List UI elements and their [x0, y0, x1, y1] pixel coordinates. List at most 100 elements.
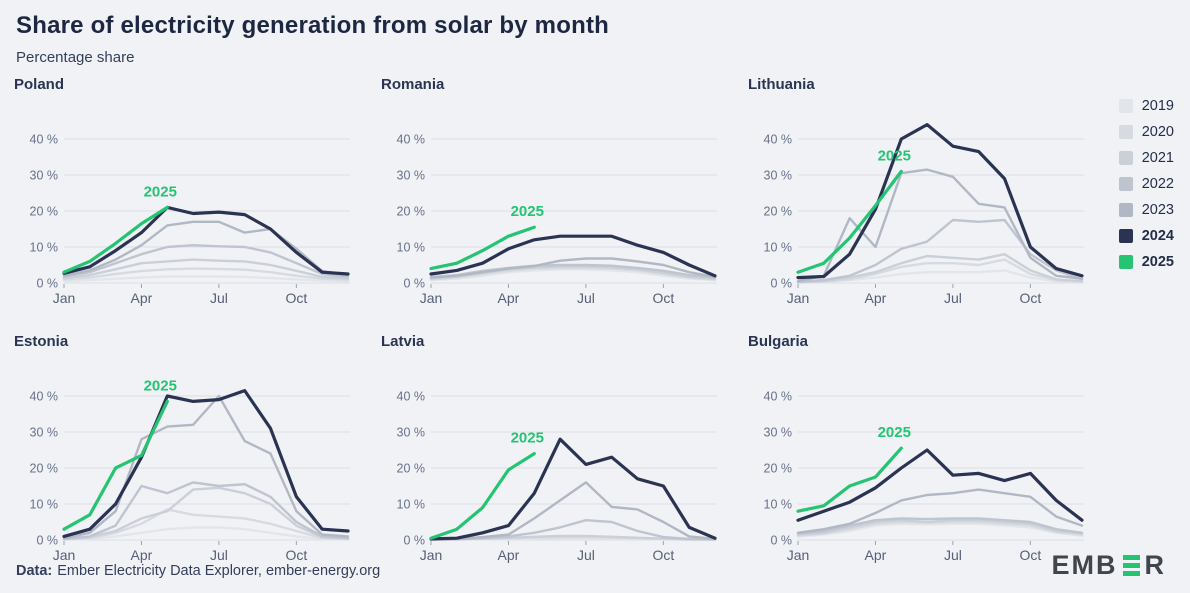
charts-grid: Poland 0 % 10 % 20 % 30 % 40 % Jan Apr Jul Oct 20… — [14, 72, 1088, 570]
svg-text:40 %: 40 % — [764, 390, 793, 404]
svg-text:10 %: 10 % — [30, 241, 59, 255]
legend-swatch-2023 — [1118, 203, 1133, 217]
svg-text:Jul: Jul — [577, 290, 595, 306]
line-chart-estonia: 0 % 10 % 20 % 30 % 40 % Jan Apr Jul Oct 2025 — [30, 377, 350, 563]
svg-text:0 %: 0 % — [36, 277, 58, 291]
ember-logo-text-left: EMB — [1051, 550, 1118, 580]
chart-poland: Poland 0 % 10 % 20 % 30 % 40 % Jan Apr Jul Oct 20… — [14, 72, 354, 313]
svg-text:20 %: 20 % — [30, 462, 59, 476]
legend-label-2025: 2025 — [1141, 254, 1174, 270]
svg-text:Jan: Jan — [420, 547, 443, 563]
legend-label-2022: 2022 — [1141, 176, 1174, 192]
legend-label-2024: 2024 — [1141, 228, 1174, 244]
svg-text:Jul: Jul — [210, 547, 228, 563]
legend-label-2019: 2019 — [1141, 98, 1174, 114]
legend-label-2023: 2023 — [1141, 202, 1174, 218]
svg-text:2025: 2025 — [878, 424, 911, 441]
svg-text:Apr: Apr — [865, 290, 887, 306]
svg-text:40 %: 40 % — [30, 133, 59, 147]
footer-source: Data: Ember Electricity Data Explorer, e… — [16, 563, 380, 579]
svg-text:30 %: 30 % — [397, 169, 426, 183]
legend-swatch-2021 — [1118, 151, 1133, 165]
legend-swatch-2024 — [1118, 229, 1133, 243]
svg-text:Apr: Apr — [865, 547, 887, 563]
svg-text:2025: 2025 — [144, 183, 177, 200]
svg-text:40 %: 40 % — [397, 390, 426, 404]
chart-bulgaria: Bulgaria 0 % 10 % 20 % 30 % 40 % Jan Apr Jul Oct… — [748, 329, 1088, 570]
legend-item-2024: 2024 — [1118, 228, 1174, 244]
svg-text:Apr: Apr — [498, 290, 520, 306]
svg-text:10 %: 10 % — [397, 498, 426, 512]
svg-text:10 %: 10 % — [764, 498, 793, 512]
chart-estonia: Estonia 0 % 10 % 20 % 30 % 40 % Jan Apr Jul Oct 2… — [14, 329, 354, 570]
ember-logo-e-bars-icon — [1122, 555, 1140, 576]
footer-source-text: Ember Electricity Data Explorer, ember-e… — [57, 563, 381, 579]
svg-text:Jul: Jul — [944, 290, 962, 306]
svg-text:30 %: 30 % — [764, 169, 793, 183]
ember-logo: EMB R — [1052, 550, 1167, 581]
line-chart-latvia: 0 % 10 % 20 % 30 % 40 % Jan Apr Jul Oct 2025 — [397, 390, 717, 563]
legend-label-2020: 2020 — [1141, 124, 1174, 140]
svg-text:30 %: 30 % — [397, 426, 426, 440]
page-subtitle: Percentage share — [16, 49, 135, 66]
svg-text:0 %: 0 % — [403, 277, 425, 291]
svg-text:Jan: Jan — [53, 290, 76, 306]
svg-text:40 %: 40 % — [764, 133, 793, 147]
legend-item-2019: 2019 — [1118, 98, 1174, 114]
legend-swatch-2022 — [1118, 177, 1133, 191]
legend-item-2022: 2022 — [1118, 176, 1174, 192]
svg-text:2025: 2025 — [144, 377, 177, 394]
svg-text:40 %: 40 % — [397, 133, 426, 147]
chart-title-estonia: Estonia — [14, 333, 69, 350]
svg-text:2025: 2025 — [878, 147, 911, 164]
svg-text:20 %: 20 % — [30, 205, 59, 219]
chart-lithuania: Lithuania 0 % 10 % 20 % 30 % 40 % Jan Apr Jul Oc… — [748, 72, 1088, 313]
svg-text:2025: 2025 — [511, 203, 544, 220]
svg-text:0 %: 0 % — [36, 534, 58, 548]
line-chart-poland: 0 % 10 % 20 % 30 % 40 % Jan Apr Jul Oct 2025 — [30, 133, 350, 306]
svg-text:Apr: Apr — [131, 547, 153, 563]
chart-romania: Romania 0 % 10 % 20 % 30 % 40 % Jan Apr Jul Oct 2… — [381, 72, 721, 313]
footer-data-label: Data: — [16, 563, 53, 579]
legend-swatch-2025 — [1118, 255, 1133, 269]
svg-text:Oct: Oct — [285, 547, 307, 563]
svg-text:Jan: Jan — [787, 547, 810, 563]
svg-text:20 %: 20 % — [764, 462, 793, 476]
legend-label-2021: 2021 — [1141, 150, 1174, 166]
svg-text:Oct: Oct — [285, 290, 307, 306]
svg-text:Oct: Oct — [652, 547, 674, 563]
legend-item-2025: 2025 — [1118, 254, 1174, 270]
header: Share of electricity generation from sol… — [0, 0, 1190, 66]
svg-text:10 %: 10 % — [30, 498, 59, 512]
svg-text:40 %: 40 % — [30, 390, 59, 404]
chart-title-lithuania: Lithuania — [748, 76, 815, 93]
svg-text:Oct: Oct — [652, 290, 674, 306]
svg-text:0 %: 0 % — [403, 534, 425, 548]
legend-item-2021: 2021 — [1118, 150, 1174, 166]
line-chart-romania: 0 % 10 % 20 % 30 % 40 % Jan Apr Jul Oct 2025 — [397, 133, 717, 306]
svg-text:Oct: Oct — [1019, 547, 1041, 563]
svg-text:Apr: Apr — [498, 547, 520, 563]
svg-text:Jul: Jul — [577, 547, 595, 563]
svg-text:30 %: 30 % — [764, 426, 793, 440]
svg-text:20 %: 20 % — [764, 205, 793, 219]
svg-text:10 %: 10 % — [764, 241, 793, 255]
chart-latvia: Latvia 0 % 10 % 20 % 30 % 40 % Jan Apr Jul Oct 20… — [381, 329, 721, 570]
svg-text:0 %: 0 % — [770, 534, 792, 548]
ember-logo-text-right: R — [1144, 550, 1166, 580]
line-chart-bulgaria: 0 % 10 % 20 % 30 % 40 % Jan Apr Jul Oct 2025 — [764, 390, 1084, 563]
legend-item-2020: 2020 — [1118, 124, 1174, 140]
legend: 2019 2020 2021 2022 2023 2024 2025 — [1118, 98, 1174, 270]
svg-text:Jan: Jan — [53, 547, 76, 563]
svg-text:0 %: 0 % — [770, 277, 792, 291]
page-title: Share of electricity generation from sol… — [16, 12, 609, 39]
svg-text:20 %: 20 % — [397, 462, 426, 476]
svg-text:20 %: 20 % — [397, 205, 426, 219]
svg-text:30 %: 30 % — [30, 426, 59, 440]
line-chart-lithuania: 0 % 10 % 20 % 30 % 40 % Jan Apr Jul Oct 2025 — [764, 123, 1084, 306]
svg-text:10 %: 10 % — [397, 241, 426, 255]
chart-title-poland: Poland — [14, 76, 65, 93]
chart-title-latvia: Latvia — [381, 333, 425, 350]
svg-text:Jul: Jul — [210, 290, 228, 306]
svg-text:Apr: Apr — [131, 290, 153, 306]
